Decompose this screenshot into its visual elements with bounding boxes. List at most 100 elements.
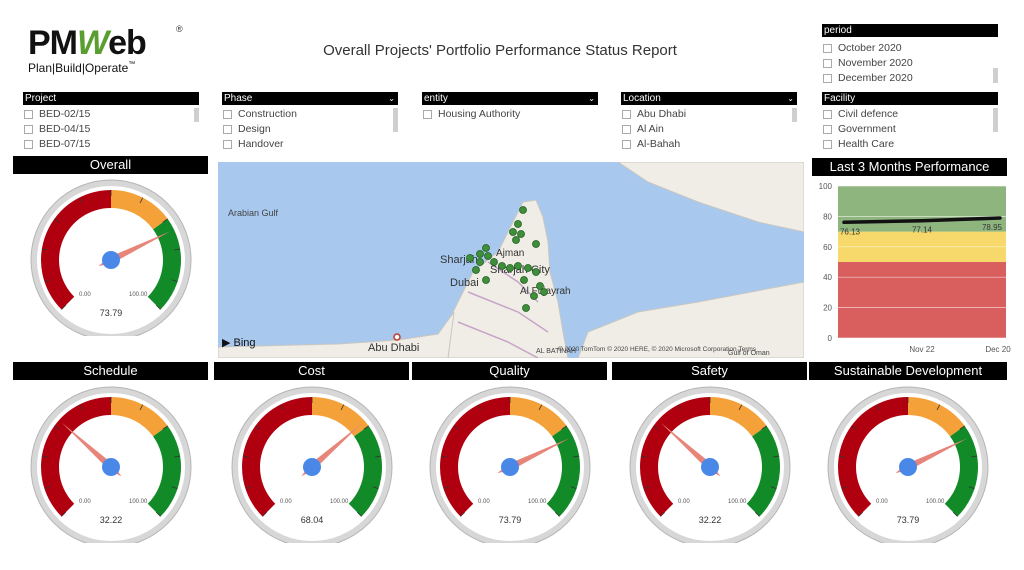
location-scrollbar[interactable] bbox=[792, 108, 797, 122]
gauge-value-label: 73.79 bbox=[100, 308, 123, 318]
facility-option-2[interactable]: Government bbox=[822, 122, 998, 137]
phase-scrollbar[interactable] bbox=[393, 108, 398, 132]
y-tick-label: 80 bbox=[823, 212, 832, 221]
logo-text-pm: PM bbox=[28, 24, 78, 62]
checkbox[interactable] bbox=[622, 110, 631, 119]
location-slicer-header[interactable]: Location ⌄ bbox=[621, 92, 797, 105]
period-option-2[interactable]: November 2020 bbox=[822, 56, 998, 71]
entity-slicer-label: entity bbox=[424, 93, 448, 104]
facility-option-3[interactable]: Health Care bbox=[822, 137, 998, 152]
gauge-band-green bbox=[746, 425, 780, 517]
checkbox[interactable] bbox=[823, 110, 832, 119]
phase-option-1[interactable]: Construction bbox=[222, 107, 398, 122]
gauge-tick bbox=[773, 455, 780, 458]
project-option-3[interactable]: BED-07/15 bbox=[23, 137, 199, 152]
project-scrollbar[interactable] bbox=[194, 108, 199, 122]
overall-title: Overall bbox=[13, 156, 208, 174]
facility-option-1[interactable]: Civil defence bbox=[822, 107, 998, 122]
gauge-tick bbox=[653, 425, 659, 430]
checkbox[interactable] bbox=[223, 140, 232, 149]
band bbox=[838, 262, 1006, 338]
location-option-2[interactable]: Al Ain bbox=[621, 122, 797, 137]
project-slicer-header[interactable]: Project bbox=[23, 92, 199, 105]
phase-option-3[interactable]: Handover bbox=[222, 137, 398, 152]
gauge-tick bbox=[677, 404, 682, 411]
option-label: Handover bbox=[238, 138, 284, 150]
gauge-tick bbox=[761, 425, 767, 430]
map-label-gulf-oman: Gulf of Oman bbox=[728, 350, 770, 357]
checkbox[interactable] bbox=[24, 125, 33, 134]
gauge-min-label: 0.00 bbox=[678, 499, 690, 505]
gauge-max-label: 100.00 bbox=[330, 499, 349, 505]
checkbox[interactable] bbox=[823, 59, 832, 68]
gauge-value-label: 73.79 bbox=[499, 515, 522, 525]
checkbox[interactable] bbox=[823, 44, 832, 53]
gauge-tick bbox=[139, 404, 144, 411]
checkbox[interactable] bbox=[223, 125, 232, 134]
chevron-down-icon[interactable]: ⌄ bbox=[787, 94, 794, 103]
facility-slicer: Facility Civil defence Government Health… bbox=[822, 92, 998, 152]
option-label: Al-Bahah bbox=[637, 138, 681, 150]
checkbox[interactable] bbox=[622, 140, 631, 149]
gauge-tick bbox=[41, 248, 48, 251]
option-label: BED-07/15 bbox=[39, 138, 91, 150]
gauge-band-green bbox=[147, 425, 181, 517]
gauge-band-orange bbox=[111, 397, 168, 437]
gauge-tick bbox=[838, 455, 845, 458]
phase-option-2[interactable]: Design bbox=[222, 122, 398, 137]
entity-option-1[interactable]: Housing Authority bbox=[422, 107, 598, 122]
checkbox[interactable] bbox=[24, 110, 33, 119]
gauge-band-green bbox=[348, 425, 382, 517]
gauge-band-orange bbox=[312, 397, 369, 437]
map-markers bbox=[393, 206, 548, 341]
location-option-1[interactable]: Abu Dhabi bbox=[621, 107, 797, 122]
projects-map[interactable]: Arabian Gulf Sharjah Ajman Sharjah City … bbox=[218, 162, 804, 358]
phase-slicer-label: Phase bbox=[224, 93, 253, 104]
checkbox[interactable] bbox=[423, 110, 432, 119]
gauge-hub bbox=[102, 458, 120, 476]
location-option-3[interactable]: Al-Bahah bbox=[621, 137, 797, 152]
band bbox=[838, 186, 1006, 232]
period-option-3[interactable]: December 2020 bbox=[822, 71, 998, 86]
period-scrollbar[interactable] bbox=[993, 68, 998, 83]
safety-title: Safety bbox=[612, 362, 807, 380]
gauge-tick bbox=[858, 511, 864, 517]
logo-tagline: Plan|Build|Operate bbox=[28, 61, 129, 75]
performance-title: Last 3 Months Performance bbox=[812, 158, 1007, 176]
entity-slicer-header[interactable]: entity ⌄ bbox=[422, 92, 598, 105]
overall-gauge: 0.00 100.00 73.79 bbox=[30, 179, 192, 336]
project-option-2[interactable]: BED-04/15 bbox=[23, 122, 199, 137]
phase-slicer-header[interactable]: Phase ⌄ bbox=[222, 92, 398, 105]
cost-title: Cost bbox=[214, 362, 409, 380]
checkbox[interactable] bbox=[823, 125, 832, 134]
facility-scrollbar[interactable] bbox=[993, 108, 998, 132]
option-label: BED-04/15 bbox=[39, 123, 91, 135]
map-label-ajman: Ajman bbox=[496, 248, 525, 259]
map-label-batinah: AL BATINAH bbox=[536, 348, 577, 355]
chevron-down-icon[interactable]: ⌄ bbox=[588, 94, 595, 103]
option-label: November 2020 bbox=[838, 57, 913, 69]
checkbox[interactable] bbox=[223, 110, 232, 119]
gauge-tick bbox=[959, 425, 965, 430]
gauge-band-red bbox=[440, 397, 510, 517]
gauge-tick bbox=[971, 455, 978, 458]
gauge-tick bbox=[443, 486, 450, 490]
chevron-down-icon[interactable]: ⌄ bbox=[388, 94, 395, 103]
map-copyright: © 2020 TomTom © 2020 HERE, © 2020 Micros… bbox=[558, 346, 757, 353]
checkbox[interactable] bbox=[823, 74, 832, 83]
project-markers[interactable] bbox=[466, 206, 548, 312]
cost-gauge: 0.00 100.00 68.04 bbox=[231, 386, 393, 543]
checkbox[interactable] bbox=[24, 140, 33, 149]
checkbox[interactable] bbox=[622, 125, 631, 134]
checkbox[interactable] bbox=[823, 140, 832, 149]
gauge-tick bbox=[44, 486, 51, 490]
period-slicer-header[interactable]: period bbox=[822, 24, 998, 37]
abu-dhabi-pin[interactable] bbox=[393, 333, 401, 341]
map-label-dubai: Dubai bbox=[450, 277, 479, 289]
project-option-1[interactable]: BED-02/15 bbox=[23, 107, 199, 122]
performance-line bbox=[842, 216, 1002, 225]
period-option-1[interactable]: October 2020 bbox=[822, 41, 998, 56]
gauge-band-green bbox=[546, 425, 580, 517]
facility-slicer-header[interactable]: Facility bbox=[822, 92, 998, 105]
gauge-hub bbox=[899, 458, 917, 476]
